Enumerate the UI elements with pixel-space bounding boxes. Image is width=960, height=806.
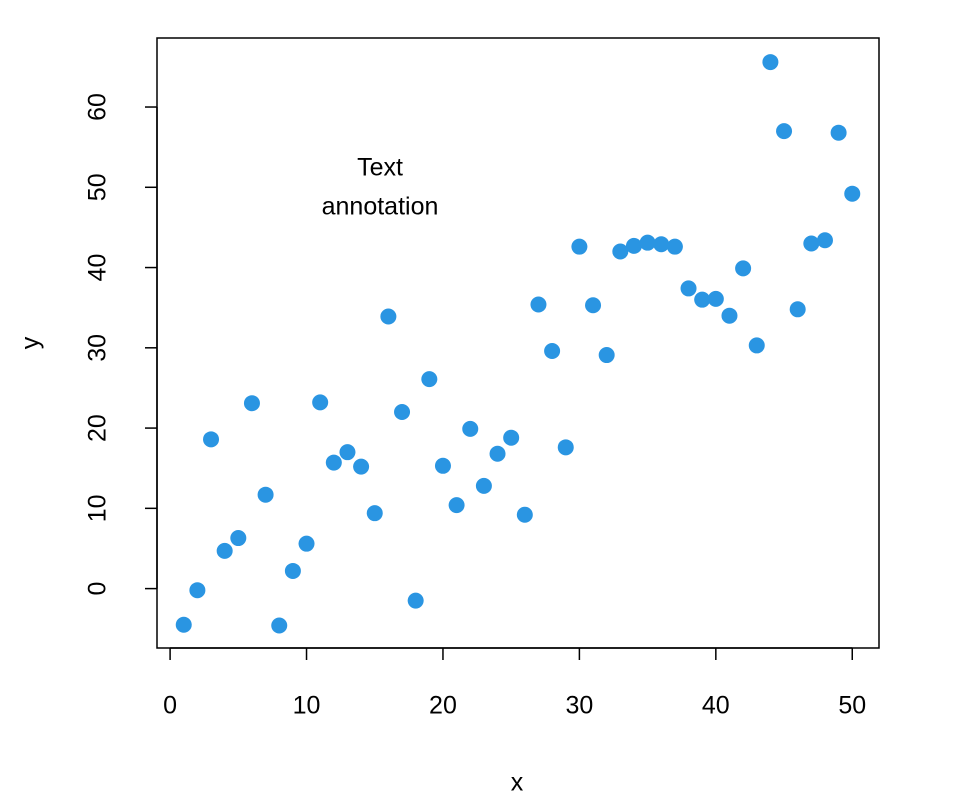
point — [680, 280, 697, 297]
point — [312, 394, 329, 411]
point — [353, 458, 370, 475]
x-tick-label: 10 — [293, 692, 321, 720]
point — [503, 429, 520, 446]
point — [653, 236, 670, 253]
point — [380, 308, 397, 325]
point — [284, 562, 301, 579]
point — [271, 617, 288, 634]
point — [475, 477, 492, 494]
x-tick-label: 0 — [163, 692, 177, 720]
y-tick-label: 10 — [84, 494, 112, 522]
point — [257, 486, 274, 503]
point — [776, 123, 793, 140]
point — [598, 347, 615, 364]
point — [421, 371, 438, 388]
point — [748, 337, 765, 354]
point — [434, 457, 451, 474]
x-axis-label: x — [511, 769, 524, 797]
point — [394, 404, 411, 421]
annotation: Text — [357, 154, 403, 182]
x-tick-label: 20 — [429, 692, 457, 720]
point — [762, 54, 779, 71]
y-tick-label: 30 — [84, 334, 112, 362]
point — [571, 238, 588, 255]
point — [816, 232, 833, 249]
point — [243, 395, 260, 412]
point — [694, 291, 711, 308]
y-tick-label: 0 — [84, 582, 112, 596]
plot-box — [156, 37, 880, 649]
point — [612, 243, 629, 260]
point — [489, 445, 506, 462]
y-tick-label: 60 — [84, 93, 112, 121]
point — [203, 431, 220, 448]
point — [530, 296, 547, 313]
x-tick-label: 50 — [838, 692, 866, 720]
point — [230, 530, 247, 547]
point — [844, 185, 861, 202]
point — [516, 506, 533, 523]
x-tick-label: 30 — [565, 692, 593, 720]
point — [639, 234, 656, 251]
point — [175, 616, 192, 633]
point — [557, 439, 574, 456]
y-axis-label: y — [17, 336, 45, 349]
point — [803, 235, 820, 252]
point — [830, 124, 847, 141]
point — [666, 238, 683, 255]
point — [735, 260, 752, 277]
point — [448, 497, 465, 514]
point — [339, 444, 356, 461]
y-tick-label: 20 — [84, 414, 112, 442]
annotation: annotation — [322, 193, 439, 221]
point — [407, 592, 424, 609]
point — [325, 454, 342, 471]
point — [216, 542, 233, 559]
point — [544, 343, 561, 360]
y-tick-label: 40 — [84, 254, 112, 282]
point — [625, 237, 642, 254]
x-tick-label: 40 — [702, 692, 730, 720]
point — [298, 535, 315, 552]
point — [585, 297, 602, 314]
point — [462, 420, 479, 437]
y-tick-label: 50 — [84, 173, 112, 201]
point — [721, 307, 738, 324]
point — [707, 290, 724, 307]
point — [789, 301, 806, 318]
point — [366, 505, 383, 522]
point — [189, 582, 206, 599]
